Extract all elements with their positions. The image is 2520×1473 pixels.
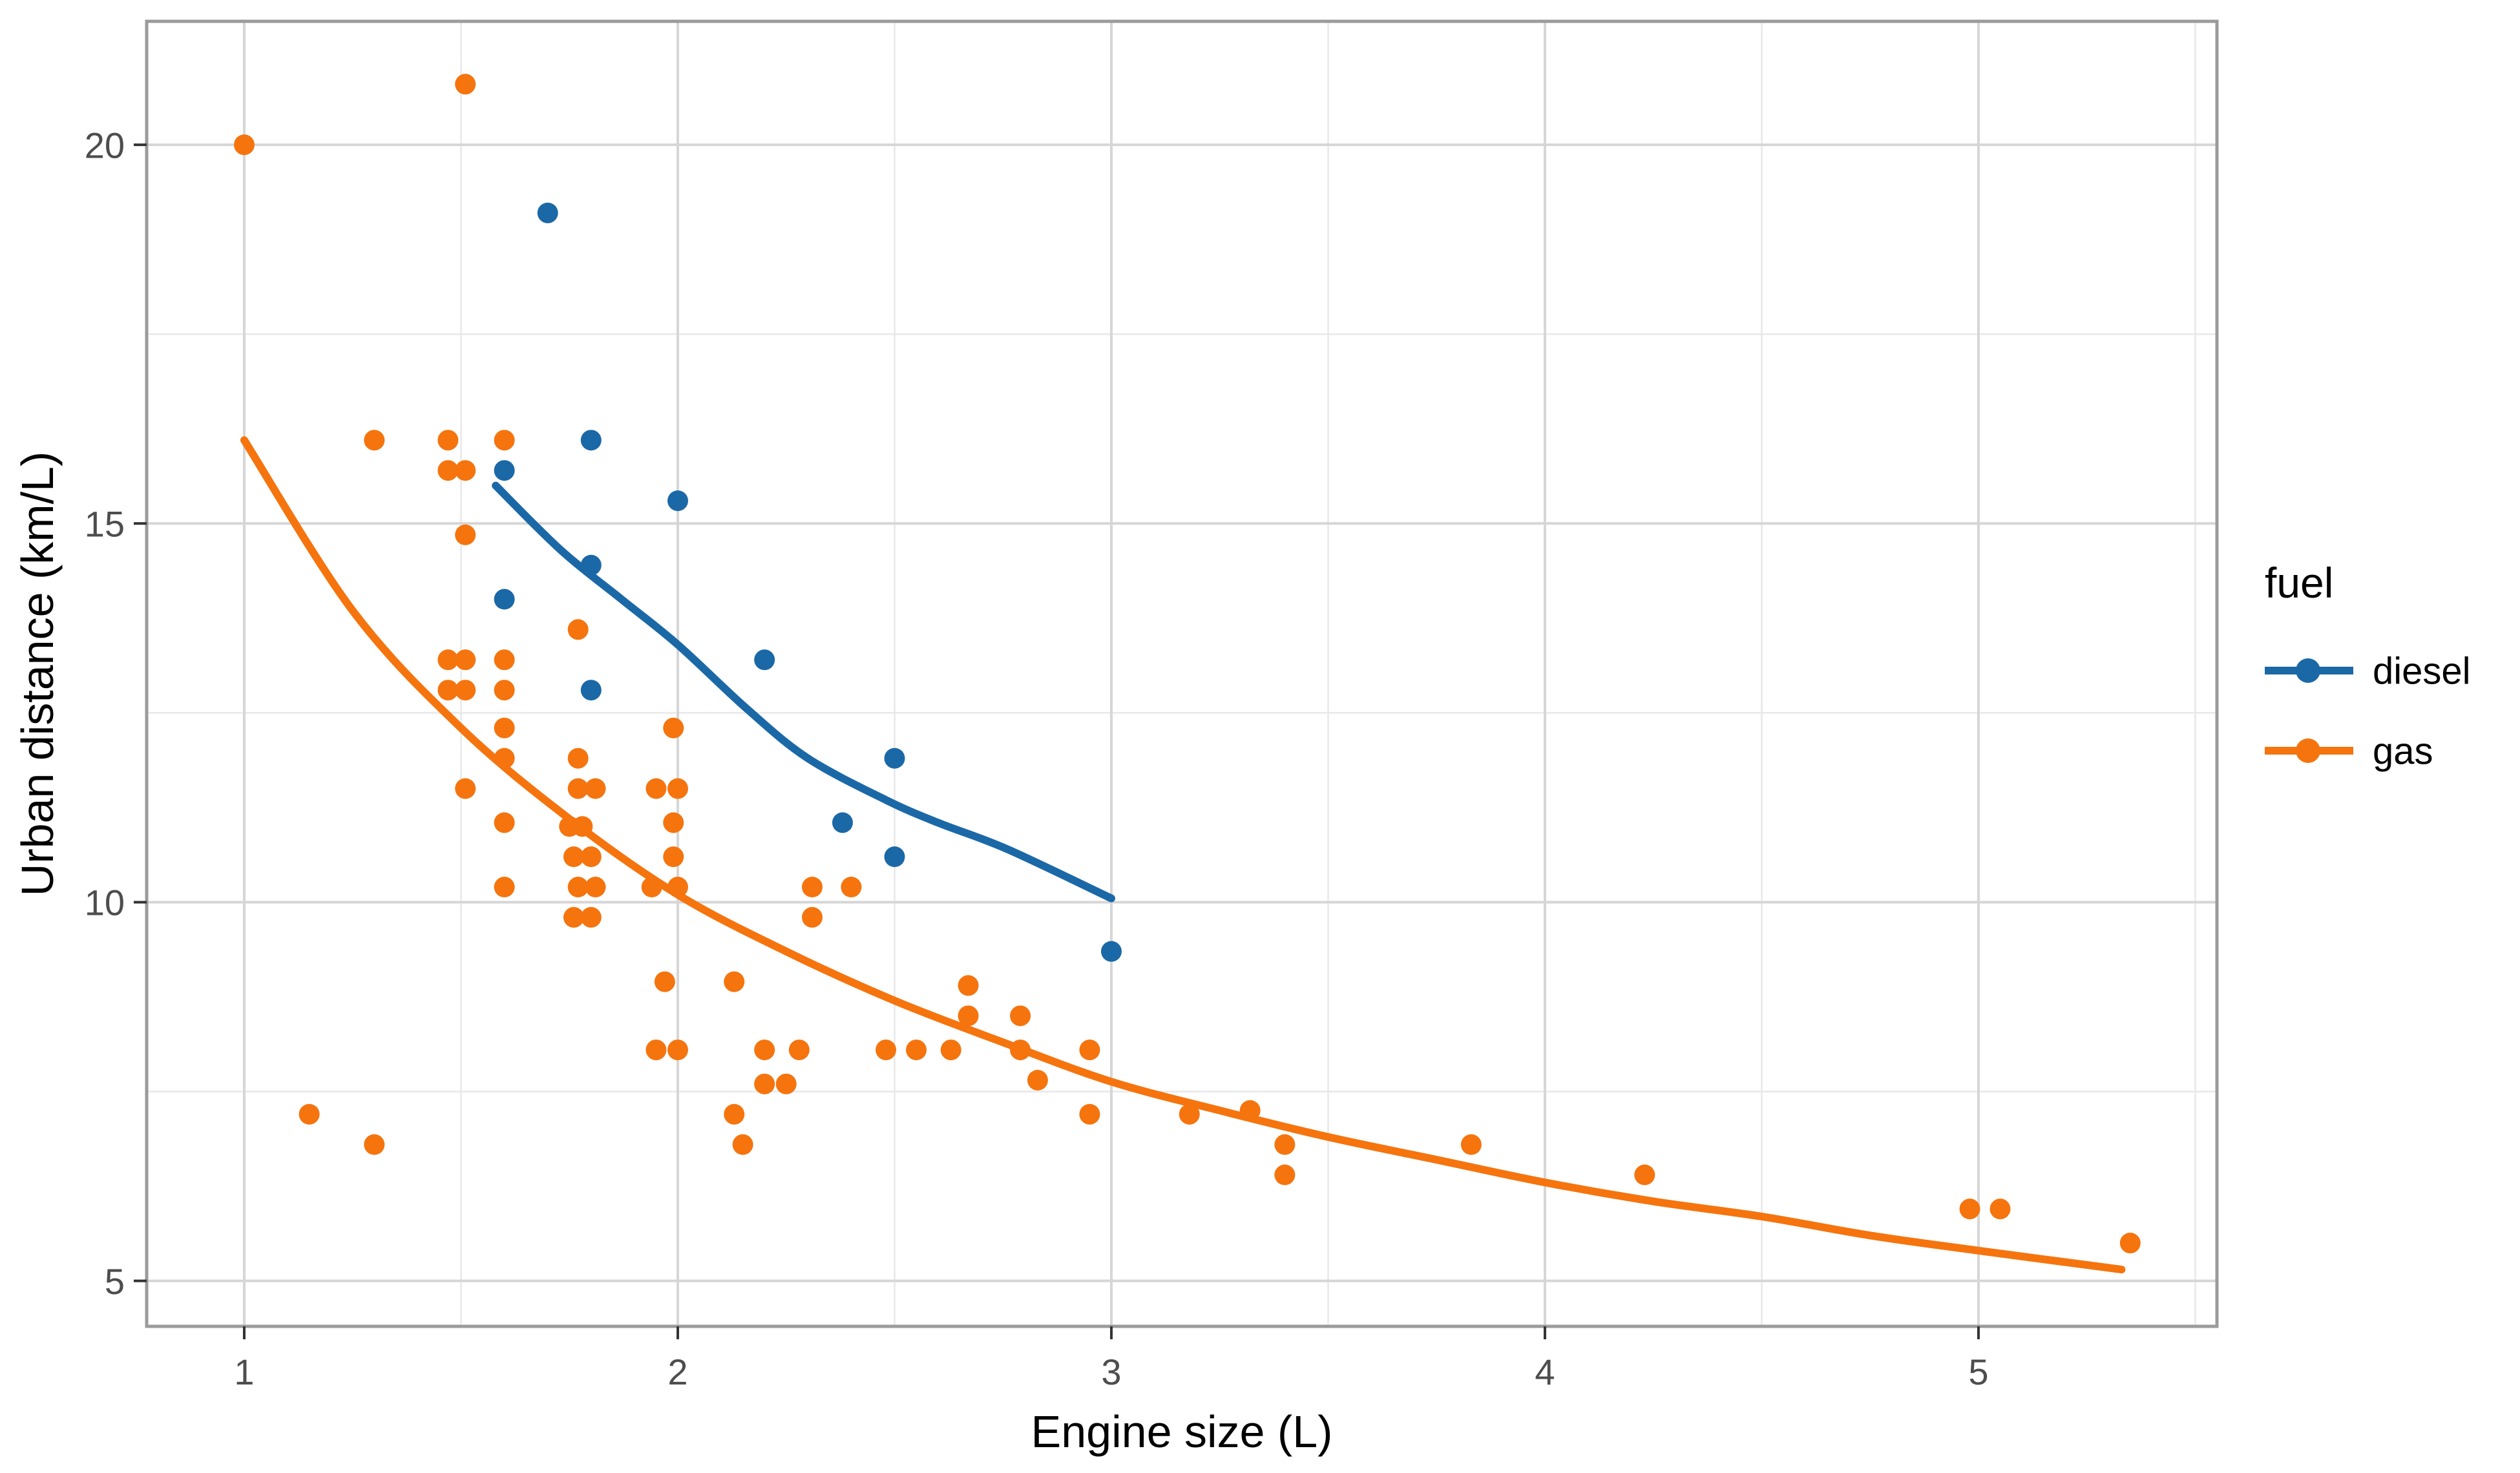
data-point-gas	[906, 1039, 927, 1061]
data-point-gas	[788, 1039, 810, 1061]
data-point-gas	[1460, 1134, 1482, 1155]
data-point-gas	[585, 877, 606, 898]
data-point-gas	[1079, 1103, 1100, 1125]
data-point-gas	[585, 778, 606, 799]
data-point-gas	[1079, 1039, 1100, 1061]
y-tick-label: 15	[85, 503, 125, 544]
data-point-gas	[1179, 1103, 1200, 1125]
data-point-diesel	[580, 430, 602, 451]
data-point-gas	[667, 778, 688, 799]
data-point-gas	[841, 877, 862, 898]
x-tick-label: 2	[667, 1352, 688, 1392]
y-axis-title: Urban distance (km/L)	[12, 452, 63, 897]
data-point-gas	[580, 846, 602, 868]
panel-background	[147, 21, 2217, 1326]
data-point-gas	[563, 846, 584, 868]
data-point-gas	[724, 971, 745, 992]
data-point-gas	[801, 906, 823, 928]
data-point-gas	[455, 649, 476, 671]
data-point-gas	[455, 524, 476, 545]
data-point-gas	[567, 619, 589, 640]
data-point-gas	[958, 1005, 979, 1027]
data-point-gas	[724, 1103, 745, 1125]
data-point-gas	[646, 1039, 667, 1061]
data-point-diesel	[832, 812, 853, 833]
data-point-diesel	[667, 490, 688, 512]
data-point-gas	[567, 778, 589, 799]
data-point-gas	[754, 1039, 775, 1061]
data-point-gas	[494, 680, 515, 701]
data-point-gas	[494, 877, 515, 898]
data-point-gas	[455, 74, 476, 95]
data-point-gas	[299, 1103, 320, 1125]
data-point-diesel	[754, 649, 775, 671]
trend-line-diesel	[492, 481, 1115, 903]
y-tick-label: 5	[105, 1261, 125, 1302]
data-point-gas	[876, 1039, 897, 1061]
data-point-gas	[654, 971, 675, 992]
data-point-gas	[732, 1134, 753, 1155]
data-point-gas	[775, 1073, 797, 1094]
data-point-gas	[663, 846, 684, 868]
data-point-gas	[567, 877, 589, 898]
data-point-diesel	[494, 589, 515, 610]
data-point-gas	[754, 1073, 775, 1094]
panel-border	[145, 19, 2219, 1328]
data-point-gas	[567, 747, 589, 769]
x-tick-label: 1	[234, 1352, 254, 1392]
data-point-gas	[1027, 1069, 1048, 1091]
data-point-gas	[940, 1039, 961, 1061]
legend-label-gas: gas	[2373, 730, 2433, 772]
data-point-gas	[437, 649, 459, 671]
data-point-gas	[455, 778, 476, 799]
trend-line-gas	[240, 436, 2126, 1274]
data-point-gas	[494, 717, 515, 738]
data-point-gas	[455, 680, 476, 701]
data-point-diesel	[884, 747, 905, 769]
data-point-gas	[494, 430, 515, 451]
legend-label-diesel: diesel	[2373, 650, 2471, 692]
data-point-gas	[1959, 1198, 1980, 1220]
data-point-gas	[455, 460, 476, 481]
data-point-gas	[1990, 1198, 2011, 1220]
x-axis-title: Engine size (L)	[1031, 1406, 1333, 1457]
data-point-gas	[494, 649, 515, 671]
data-point-gas	[1274, 1164, 1296, 1186]
data-point-gas	[364, 1134, 385, 1155]
data-point-gas	[663, 812, 684, 833]
data-point-gas	[563, 906, 584, 928]
data-point-gas	[494, 812, 515, 833]
x-tick-label: 5	[1968, 1352, 1988, 1392]
legend-title: fuel	[2265, 559, 2333, 607]
x-tick-label: 3	[1101, 1352, 1121, 1392]
data-point-diesel	[580, 680, 602, 701]
data-point-gas	[1010, 1005, 1031, 1027]
data-point-gas	[646, 778, 667, 799]
data-point-gas	[364, 430, 385, 451]
data-point-gas	[1274, 1134, 1296, 1155]
data-point-diesel	[1100, 941, 1122, 962]
x-tick-label: 4	[1535, 1352, 1555, 1392]
data-point-gas	[663, 717, 684, 738]
data-point-gas	[233, 134, 255, 156]
data-point-gas	[958, 975, 979, 996]
data-point-diesel	[494, 460, 515, 481]
data-point-gas	[580, 906, 602, 928]
data-point-gas	[437, 680, 459, 701]
data-point-diesel	[884, 846, 905, 868]
legend-key-dot-gas	[2296, 738, 2320, 763]
data-point-diesel	[537, 202, 558, 224]
data-point-gas	[437, 460, 459, 481]
data-point-gas	[801, 877, 823, 898]
data-point-gas	[1634, 1164, 1655, 1186]
data-point-gas	[2119, 1233, 2141, 1254]
legend-key-dot-diesel	[2296, 658, 2320, 683]
y-tick-label: 10	[85, 883, 125, 923]
data-point-gas	[667, 1039, 688, 1061]
y-tick-label: 20	[85, 125, 125, 165]
data-point-gas	[437, 430, 459, 451]
